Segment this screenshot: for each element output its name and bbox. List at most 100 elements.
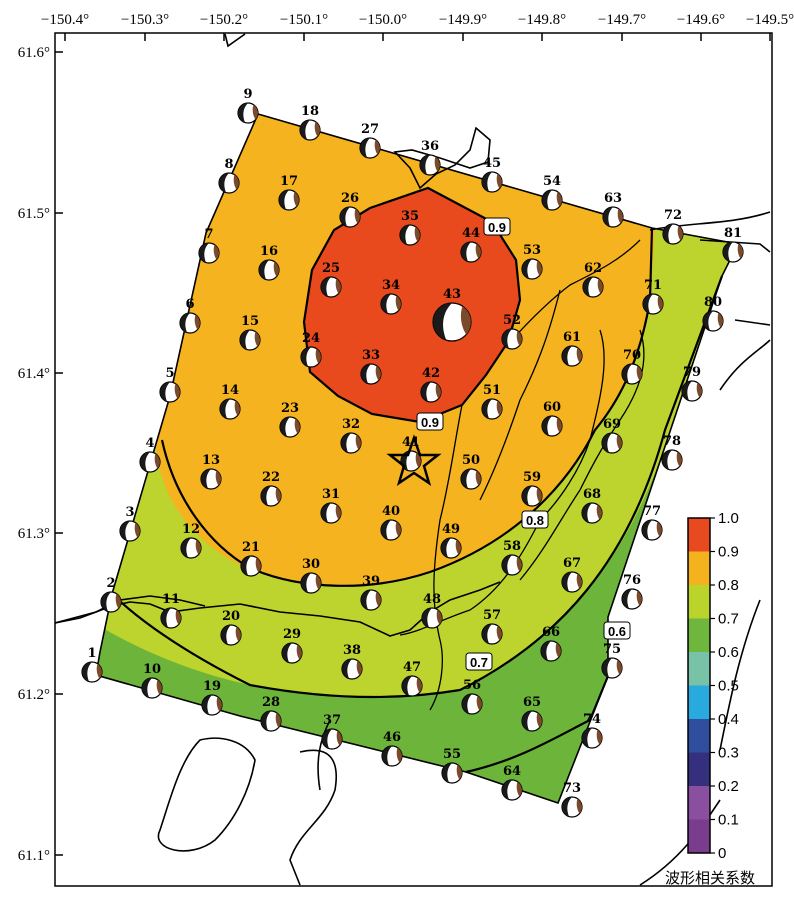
station-78: 78 bbox=[661, 434, 683, 471]
station-label: 1 bbox=[87, 646, 96, 661]
station-label: 57 bbox=[483, 608, 501, 623]
station-11: 11 bbox=[160, 592, 182, 629]
station-75: 75 bbox=[601, 642, 623, 679]
station-6: 6 bbox=[179, 297, 201, 334]
station-27: 27 bbox=[359, 122, 381, 159]
station-label: 53 bbox=[523, 243, 541, 258]
station-label: 74 bbox=[583, 712, 601, 727]
station-58: 58 bbox=[501, 539, 523, 576]
station-39: 39 bbox=[360, 574, 382, 611]
station-64: 64 bbox=[501, 764, 523, 801]
longitude-label: −150.1° bbox=[280, 12, 328, 28]
station-4: 4 bbox=[139, 436, 161, 473]
station-44: 44 bbox=[460, 226, 482, 263]
station-2: 2 bbox=[100, 576, 122, 613]
station-18: 18 bbox=[299, 104, 321, 141]
station-label: 26 bbox=[341, 191, 359, 206]
longitude-label: −149.8° bbox=[518, 12, 566, 28]
station-28: 28 bbox=[260, 695, 282, 732]
station-label: 59 bbox=[523, 470, 541, 485]
colorbar-tick-label: 0.1 bbox=[718, 812, 739, 829]
station-label: 18 bbox=[301, 104, 319, 119]
colorbar-swatch bbox=[688, 585, 710, 619]
station-label: 67 bbox=[563, 556, 581, 571]
station-label: 4 bbox=[145, 436, 154, 451]
station-label: 23 bbox=[281, 401, 299, 416]
station-43: 43 bbox=[432, 287, 472, 342]
epicenter-star-icon bbox=[386, 434, 442, 486]
station-label: 46 bbox=[383, 730, 401, 745]
colorbar-tick-label: 0.5 bbox=[718, 678, 739, 695]
station-23: 23 bbox=[279, 401, 301, 438]
colorbar-swatch bbox=[688, 819, 710, 854]
station-label: 38 bbox=[343, 643, 361, 658]
station-52: 52 bbox=[501, 313, 523, 350]
colorbar-tick-label: 0.3 bbox=[718, 745, 739, 762]
station-label: 63 bbox=[604, 191, 622, 206]
colorbar-tick-label: 0 bbox=[718, 845, 726, 862]
station-label: 8 bbox=[224, 157, 233, 172]
longitude-label: −149.9° bbox=[439, 12, 487, 28]
station-label: 66 bbox=[542, 625, 560, 640]
colorbar-swatch bbox=[688, 752, 710, 787]
station-24: 24 bbox=[300, 331, 322, 368]
station-48: 48 bbox=[421, 592, 443, 629]
station-55: 55 bbox=[441, 747, 463, 784]
station-36: 36 bbox=[419, 139, 441, 176]
station-59: 59 bbox=[521, 470, 543, 507]
station-71: 71 bbox=[642, 278, 664, 315]
station-label: 42 bbox=[422, 366, 440, 381]
station-26: 26 bbox=[339, 191, 361, 228]
station-beachballs: 1234567891011121314151617181920212223242… bbox=[81, 87, 744, 818]
colorbar-swatch bbox=[688, 652, 710, 686]
station-label: 3 bbox=[125, 505, 134, 520]
station-label: 79 bbox=[683, 365, 701, 380]
station-label: 61 bbox=[563, 330, 581, 345]
station-30: 30 bbox=[300, 557, 322, 594]
station-label: 21 bbox=[242, 540, 260, 555]
station-label: 32 bbox=[342, 417, 360, 432]
rivers bbox=[399, 239, 645, 711]
station-label: 34 bbox=[382, 278, 400, 293]
station-56: 56 bbox=[461, 678, 483, 715]
station-label: 19 bbox=[203, 679, 221, 694]
station-label: 69 bbox=[603, 417, 621, 432]
station-25: 25 bbox=[320, 261, 342, 298]
station-68: 68 bbox=[581, 487, 603, 524]
station-42: 42 bbox=[420, 366, 442, 403]
station-label: 31 bbox=[322, 487, 340, 502]
station-8: 8 bbox=[218, 157, 240, 194]
station-label: 71 bbox=[644, 278, 662, 293]
station-label: 10 bbox=[143, 662, 161, 677]
colorbar-swatch bbox=[688, 685, 710, 720]
station-label: 43 bbox=[443, 287, 461, 302]
latitude-label: 61.2° bbox=[18, 687, 50, 703]
longitude-label: −150.0° bbox=[359, 12, 407, 28]
station-label: 16 bbox=[260, 244, 278, 259]
latitude-label: 61.1° bbox=[18, 848, 50, 864]
station-66: 66 bbox=[540, 625, 562, 662]
station-label: 39 bbox=[362, 574, 380, 589]
station-67: 67 bbox=[561, 556, 583, 593]
station-54: 54 bbox=[541, 174, 563, 211]
station-34: 34 bbox=[380, 278, 402, 315]
station-46: 46 bbox=[381, 730, 403, 767]
station-20: 20 bbox=[220, 609, 242, 646]
station-label: 77 bbox=[643, 504, 661, 519]
station-label: 60 bbox=[543, 400, 561, 415]
station-47: 47 bbox=[401, 660, 423, 697]
station-72: 72 bbox=[662, 208, 684, 245]
station-21: 21 bbox=[240, 540, 262, 577]
station-label: 36 bbox=[421, 139, 439, 154]
station-label: 50 bbox=[462, 453, 480, 468]
longitude-label: −150.4° bbox=[41, 12, 89, 28]
longitude-label: −150.3° bbox=[121, 12, 169, 28]
station-label: 35 bbox=[401, 209, 419, 224]
longitude-axis: −150.4° −150.3° −150.2° −150.1° −150.0° −149.… bbox=[41, 12, 794, 41]
station-label: 65 bbox=[523, 695, 541, 710]
latitude-axis: 61.6° 61.5° 61.4° 61.3° 61.2° 61.1° bbox=[18, 45, 63, 864]
station-40: 40 bbox=[380, 504, 402, 541]
colorbar-swatch bbox=[688, 786, 710, 820]
station-32: 32 bbox=[340, 417, 362, 454]
